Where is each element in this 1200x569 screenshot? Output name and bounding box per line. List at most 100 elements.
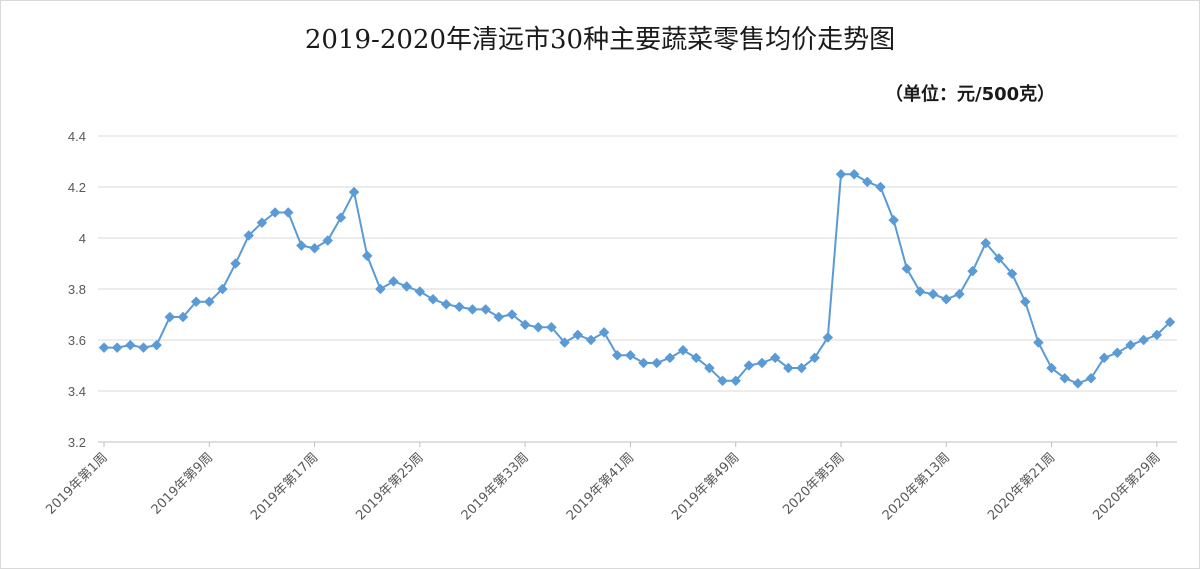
data-point — [177, 311, 189, 323]
x-tick-label: 2020年第29周 — [1090, 450, 1163, 523]
data-point — [1098, 352, 1110, 364]
data-point — [980, 237, 992, 249]
data-point — [98, 342, 110, 354]
data-point — [651, 357, 663, 369]
data-point — [1151, 329, 1163, 341]
data-point — [546, 321, 557, 333]
data-point — [927, 288, 939, 300]
data-point — [388, 275, 399, 287]
data-point — [1033, 337, 1044, 348]
data-point — [296, 240, 307, 252]
data-point — [901, 263, 913, 274]
data-point — [1138, 334, 1150, 346]
x-tick-label: 2019年第49周 — [669, 450, 742, 523]
data-point — [1046, 362, 1057, 374]
data-point — [427, 293, 439, 305]
data-point — [954, 288, 965, 300]
data-point — [414, 286, 426, 297]
data-point — [138, 342, 149, 354]
y-tick-label: 3.4 — [68, 384, 86, 399]
data-point — [269, 207, 281, 218]
x-tick-label: 2019年第25周 — [353, 450, 426, 523]
y-tick-label: 4.2 — [68, 180, 86, 195]
data-point — [967, 265, 978, 277]
data-point — [440, 298, 452, 310]
data-point — [848, 168, 860, 180]
data-point — [493, 311, 505, 323]
x-tick-label: 2019年第33周 — [459, 450, 532, 523]
y-tick-label: 3.2 — [68, 435, 86, 450]
series-points — [98, 168, 1176, 389]
data-point — [480, 304, 492, 315]
data-point — [203, 296, 215, 308]
data-point — [690, 352, 702, 364]
gridlines — [98, 135, 1177, 443]
x-tick-label: 2019年第41周 — [564, 450, 637, 523]
data-point — [1112, 347, 1123, 359]
data-point — [782, 362, 794, 374]
x-tick-label: 2019年第17周 — [248, 450, 321, 523]
data-point — [1125, 339, 1136, 351]
data-point — [809, 352, 821, 364]
x-axis-ticks: 2019年第1周 2019年第9周 2019年第17周 2019年第25周 2019年第… — [43, 442, 1164, 524]
data-point — [796, 362, 807, 374]
data-point — [940, 293, 952, 305]
data-point — [861, 176, 873, 188]
y-tick-label: 3.6 — [68, 333, 86, 348]
data-point — [598, 326, 610, 338]
data-point — [322, 235, 334, 246]
data-point — [348, 186, 360, 198]
data-point — [361, 250, 373, 262]
unit-label: （单位：元/500克） — [885, 84, 1056, 105]
data-point — [1019, 296, 1031, 308]
data-point — [190, 296, 202, 308]
data-point — [506, 309, 518, 320]
y-tick-label: 3.8 — [68, 282, 86, 297]
data-point — [664, 352, 676, 364]
data-point — [704, 362, 715, 374]
data-point — [625, 349, 636, 361]
data-point — [519, 319, 531, 331]
series-line — [104, 173, 1171, 385]
data-point — [111, 342, 123, 354]
data-point — [532, 321, 544, 333]
data-point — [717, 375, 728, 387]
series-line-path — [104, 173, 1171, 385]
data-point — [914, 286, 926, 297]
data-point — [585, 334, 597, 346]
data-point — [1085, 372, 1097, 384]
data-point — [572, 329, 584, 341]
data-point — [1059, 372, 1071, 384]
x-tick-label: 2019年第1周 — [43, 450, 110, 517]
data-point — [769, 352, 781, 364]
data-point — [401, 281, 413, 292]
data-point — [164, 311, 176, 323]
y-tick-label: 4.4 — [68, 129, 86, 144]
chart-title: 2019-2020年清远市30种主要蔬菜零售均价走势图 — [304, 25, 896, 55]
y-tick-label: 4 — [79, 231, 86, 246]
data-point — [282, 207, 294, 218]
data-point — [743, 360, 755, 371]
data-point — [875, 181, 886, 193]
data-point — [730, 375, 742, 387]
x-tick-label: 2020年第13周 — [880, 450, 953, 523]
x-tick-label: 2020年第5周 — [780, 450, 847, 517]
data-point — [1006, 268, 1018, 280]
data-point — [611, 349, 623, 361]
data-point — [230, 258, 241, 269]
data-point — [151, 339, 162, 351]
data-point — [835, 168, 847, 180]
data-point — [453, 301, 465, 313]
data-point — [309, 242, 320, 254]
data-point — [993, 253, 1005, 264]
data-point — [638, 357, 649, 369]
y-axis-ticks: 3.2 3.4 3.6 3.8 4 4.2 4.4 — [68, 129, 86, 450]
data-point — [256, 217, 268, 229]
data-point — [1072, 377, 1084, 389]
data-point — [375, 283, 386, 295]
data-point — [888, 214, 899, 226]
x-tick-label: 2020年第21周 — [985, 450, 1058, 523]
data-point — [822, 332, 834, 343]
